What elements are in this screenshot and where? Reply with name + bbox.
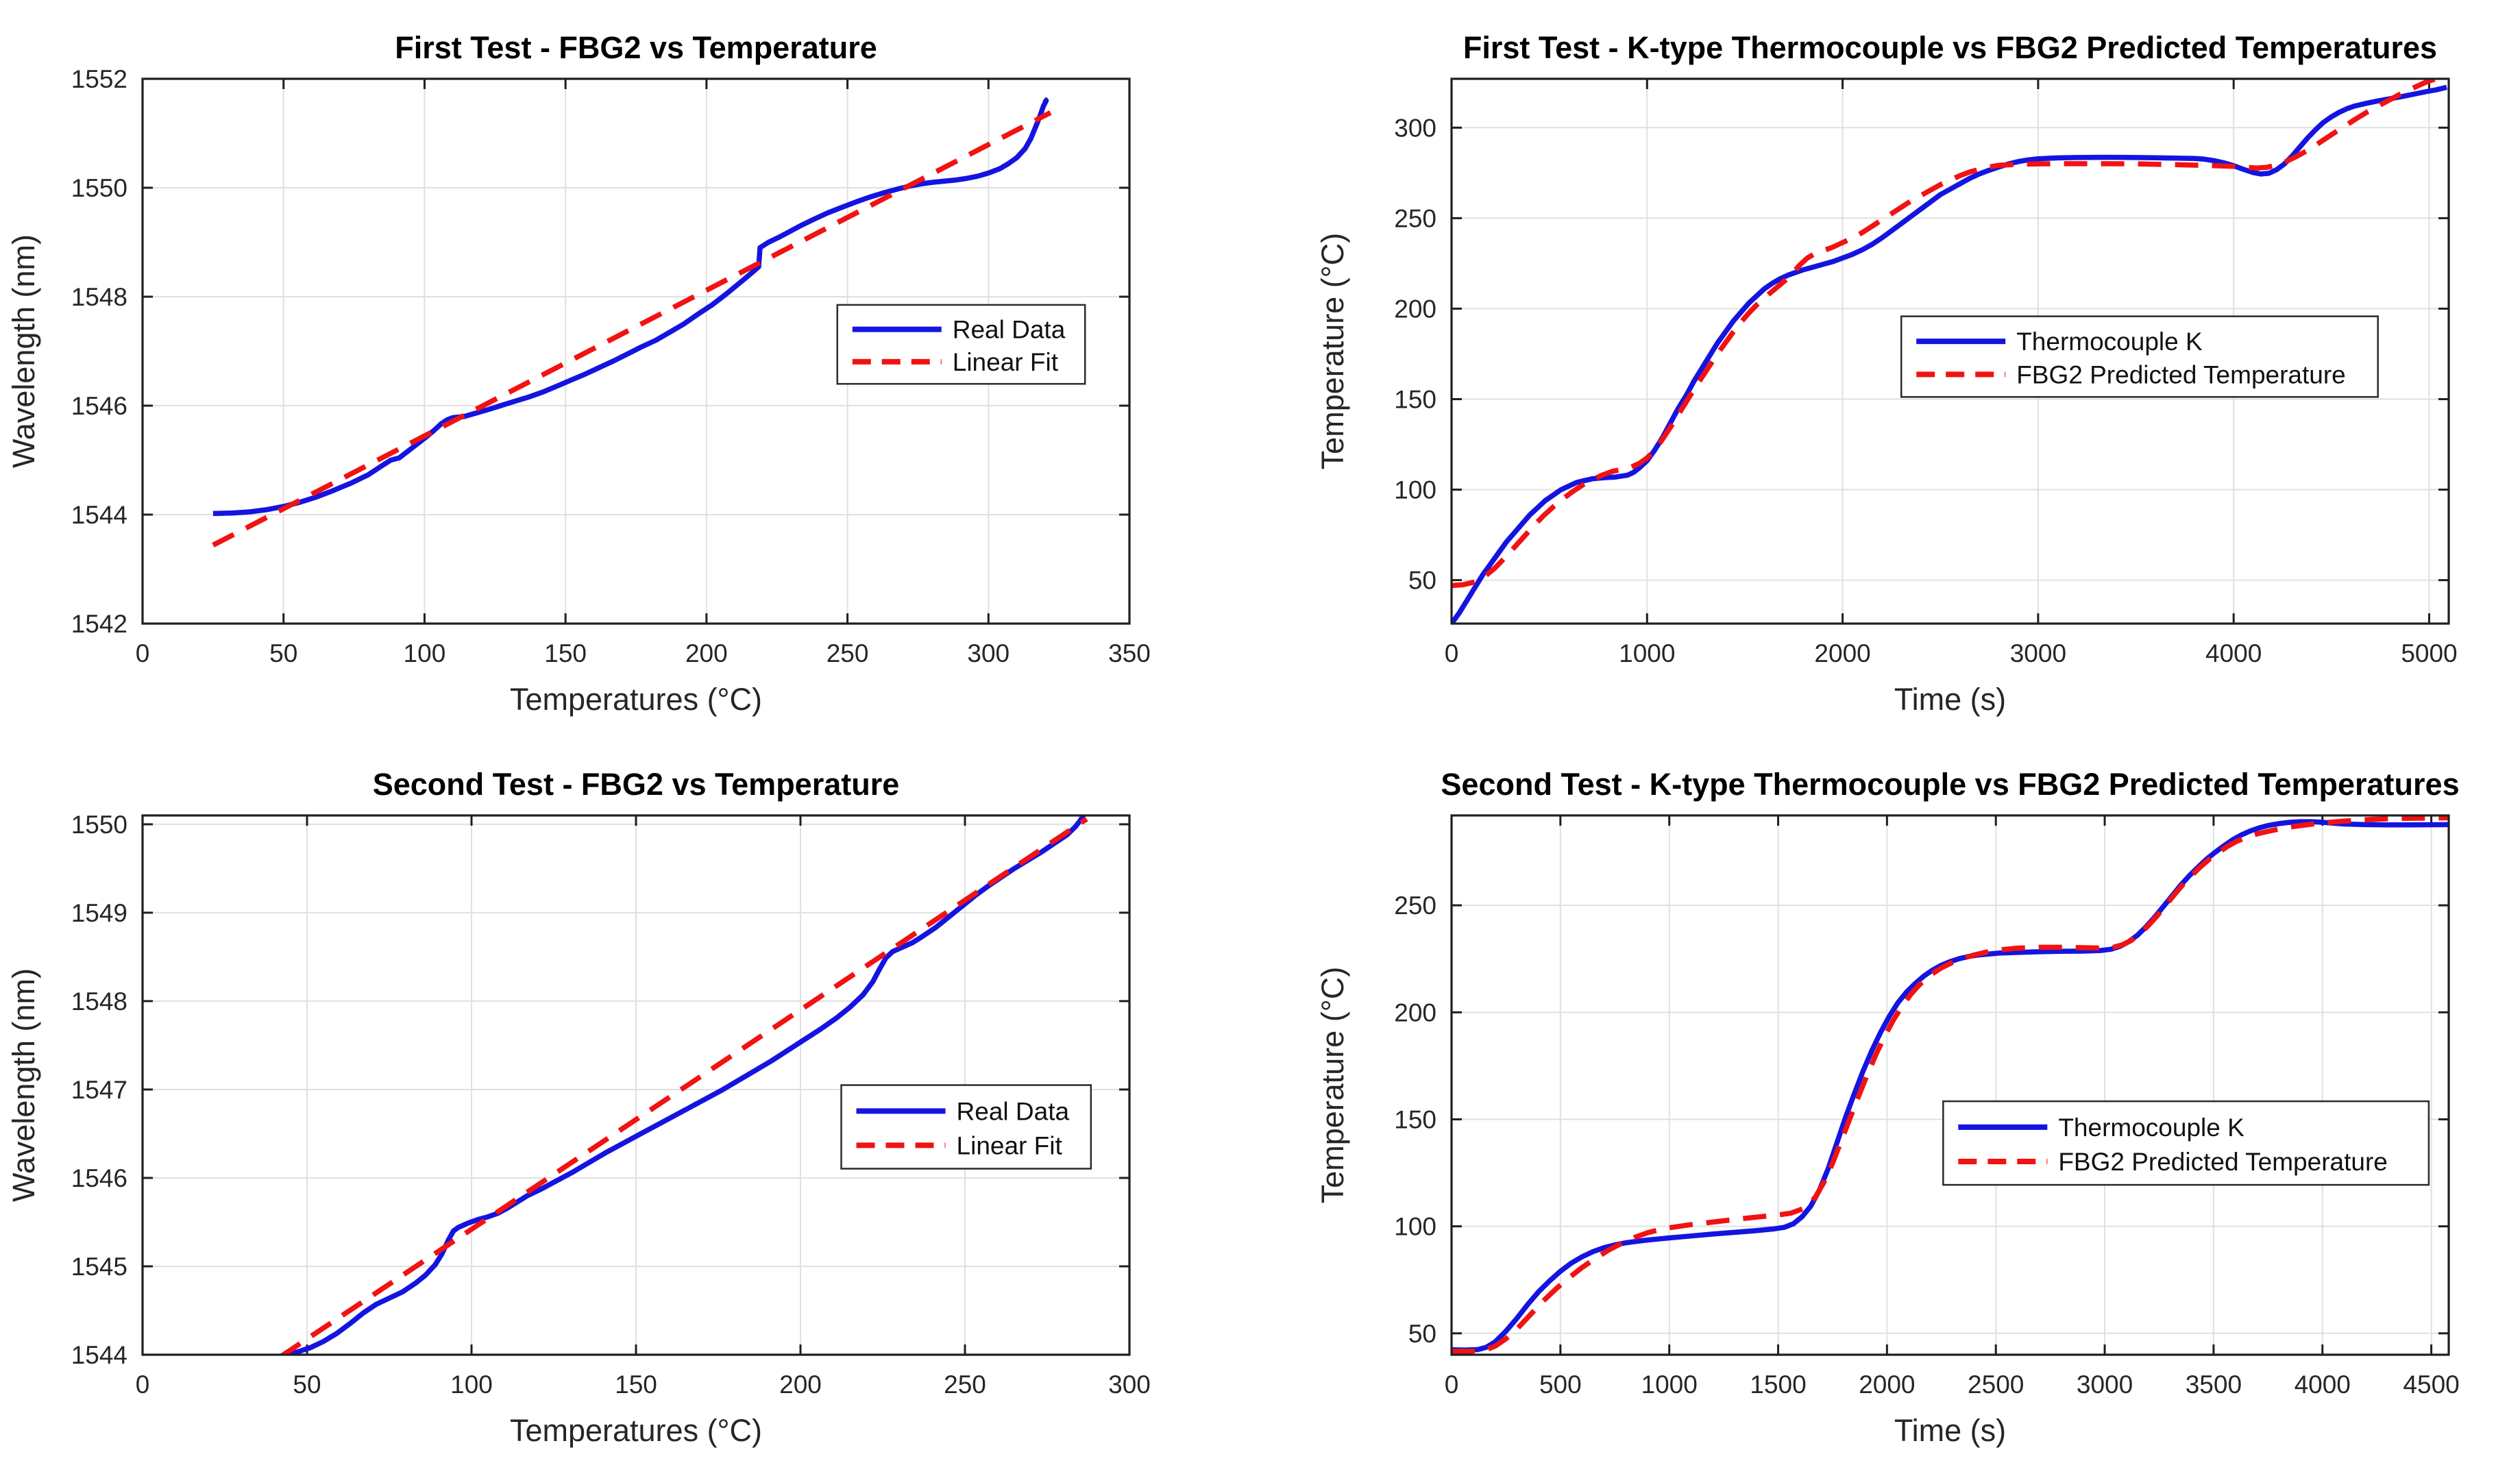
chart-title: Second Test - FBG2 vs Temperature xyxy=(373,767,900,802)
chart-title: First Test - FBG2 vs Temperature xyxy=(395,30,877,65)
legend-box xyxy=(836,304,1086,385)
y-axis-label: Temperature (°C) xyxy=(1315,967,1350,1204)
x-tick-label: 1500 xyxy=(1750,1370,1806,1399)
chart-first-fbg2-vs-temperature: 0 50 100 150 200 250 300 350 1542 1544 1546 1548 155… xyxy=(6,30,1151,717)
x-tick-label: 0 xyxy=(1445,1370,1459,1399)
x-tick-label: 4000 xyxy=(2205,639,2262,667)
series-line-linear-fit xyxy=(212,110,1052,548)
legend-label: FBG2 Predicted Temperature xyxy=(2058,1148,2388,1176)
chart-second-fbg2-vs-temperature: 0 50 100 150 200 250 300 1544 1545 1546 1547 1548 15… xyxy=(6,767,1151,1448)
legend-box xyxy=(1942,1100,2430,1186)
axis-frame xyxy=(1450,77,2450,625)
x-axis-label: Time (s) xyxy=(1894,682,2006,717)
y-tick-label: 1546 xyxy=(71,392,127,420)
y-tick-label: 1545 xyxy=(71,1253,127,1281)
legend-label: Real Data xyxy=(953,316,1066,344)
legend-label: Linear Fit xyxy=(957,1131,1063,1159)
x-tick-label: 0 xyxy=(1445,639,1459,667)
chart-second-thermocouple-vs-fbg2: 0 500 1000 1500 2000 2500 3000 3500 4000 4500 50 10… xyxy=(1315,767,2460,1448)
y-tick-label: 1549 xyxy=(71,899,127,927)
x-tick-label: 250 xyxy=(944,1370,986,1399)
y-tick-label: 250 xyxy=(1394,204,1436,232)
series-line-thermocouple-k xyxy=(1451,819,2449,1353)
legend-box xyxy=(840,1084,1092,1170)
x-axis-label: Time (s) xyxy=(1894,1413,2006,1448)
y-tick-label: 1548 xyxy=(71,987,127,1016)
y-tick-label: 1550 xyxy=(71,811,127,839)
axis-frame xyxy=(141,77,1131,625)
y-tick-label: 50 xyxy=(1408,1320,1436,1348)
y-tick-label: 1550 xyxy=(71,174,127,202)
x-tick-label: 1000 xyxy=(1641,1370,1698,1399)
x-tick-label: 3500 xyxy=(2186,1370,2242,1399)
axis-frame xyxy=(1450,814,2450,1356)
x-tick-label: 2000 xyxy=(1814,639,1870,667)
y-tick-label: 300 xyxy=(1394,114,1436,142)
legend-box xyxy=(1900,315,2379,398)
legend-label: Linear Fit xyxy=(953,348,1059,376)
x-tick-label: 300 xyxy=(967,639,1010,667)
y-tick-label: 200 xyxy=(1394,295,1436,323)
x-tick-label: 250 xyxy=(827,639,869,667)
series-line-thermocouple-k xyxy=(1451,84,2447,624)
y-tick-label: 1547 xyxy=(71,1076,127,1104)
x-tick-label: 3000 xyxy=(2077,1370,2133,1399)
x-tick-label: 4000 xyxy=(2295,1370,2351,1399)
y-axis-label: Temperature (°C) xyxy=(1315,233,1350,470)
legend-label: Thermocouple K xyxy=(2058,1114,2244,1142)
x-tick-label: 0 xyxy=(136,1370,150,1399)
series-line-linear-fit xyxy=(279,817,1088,1355)
series-line-fbg2-predicted-temperature xyxy=(1451,78,2446,589)
y-tick-label: 1544 xyxy=(71,501,127,529)
plot-background xyxy=(1452,815,2449,1355)
x-tick-label: 3000 xyxy=(2010,639,2066,667)
y-tick-label: 100 xyxy=(1394,1213,1436,1241)
x-tick-label: 350 xyxy=(1108,639,1151,667)
axis-frame xyxy=(141,814,1131,1356)
y-tick-label: 250 xyxy=(1394,892,1436,920)
y-tick-label: 100 xyxy=(1394,476,1436,504)
chart-first-thermocouple-vs-fbg2: 0 1000 2000 3000 4000 5000 50 100 150 200 250 300 Ti… xyxy=(1315,30,2458,717)
x-axis-label: Temperatures (°C) xyxy=(510,1413,762,1448)
x-tick-label: 2000 xyxy=(1859,1370,1915,1399)
legend-label: Real Data xyxy=(957,1097,1070,1125)
y-tick-label: 1548 xyxy=(71,283,127,311)
x-tick-label: 1000 xyxy=(1619,639,1675,667)
x-tick-label: 150 xyxy=(544,639,587,667)
x-tick-label: 2500 xyxy=(1968,1370,2024,1399)
y-tick-label: 150 xyxy=(1394,385,1436,413)
x-axis-label: Temperatures (°C) xyxy=(510,682,762,717)
series-line-real-data xyxy=(283,815,1086,1355)
x-tick-label: 100 xyxy=(404,639,446,667)
legend-label: Thermocouple K xyxy=(2016,328,2203,356)
y-axis-label: Wavelength (nm) xyxy=(6,234,41,468)
x-tick-label: 5000 xyxy=(2401,639,2457,667)
y-tick-label: 1544 xyxy=(71,1341,127,1369)
x-tick-label: 50 xyxy=(269,639,297,667)
x-tick-label: 200 xyxy=(779,1370,822,1399)
x-tick-label: 0 xyxy=(136,639,150,667)
y-tick-label: 50 xyxy=(1408,567,1436,595)
x-tick-label: 150 xyxy=(615,1370,657,1399)
x-tick-label: 50 xyxy=(293,1370,321,1399)
legend-label: FBG2 Predicted Temperature xyxy=(2016,360,2346,389)
y-tick-label: 150 xyxy=(1394,1105,1436,1133)
x-tick-label: 300 xyxy=(1108,1370,1151,1399)
chart-title: Second Test - K-type Thermocouple vs FBG… xyxy=(1441,767,2459,802)
y-tick-label: 1542 xyxy=(71,610,127,638)
series-line-fbg2-predicted-temperature xyxy=(1452,815,2449,1354)
y-tick-label: 200 xyxy=(1394,998,1436,1026)
y-tick-label: 1552 xyxy=(71,65,127,93)
y-tick-label: 1546 xyxy=(71,1164,127,1192)
x-tick-label: 100 xyxy=(450,1370,493,1399)
x-tick-label: 200 xyxy=(685,639,728,667)
x-tick-label: 4500 xyxy=(2403,1370,2459,1399)
chart-title: First Test - K-type Thermocouple vs FBG2… xyxy=(1463,30,2437,65)
y-axis-label: Wavelength (nm) xyxy=(6,968,41,1202)
series-line-real-data xyxy=(212,97,1049,517)
x-tick-label: 500 xyxy=(1539,1370,1582,1399)
